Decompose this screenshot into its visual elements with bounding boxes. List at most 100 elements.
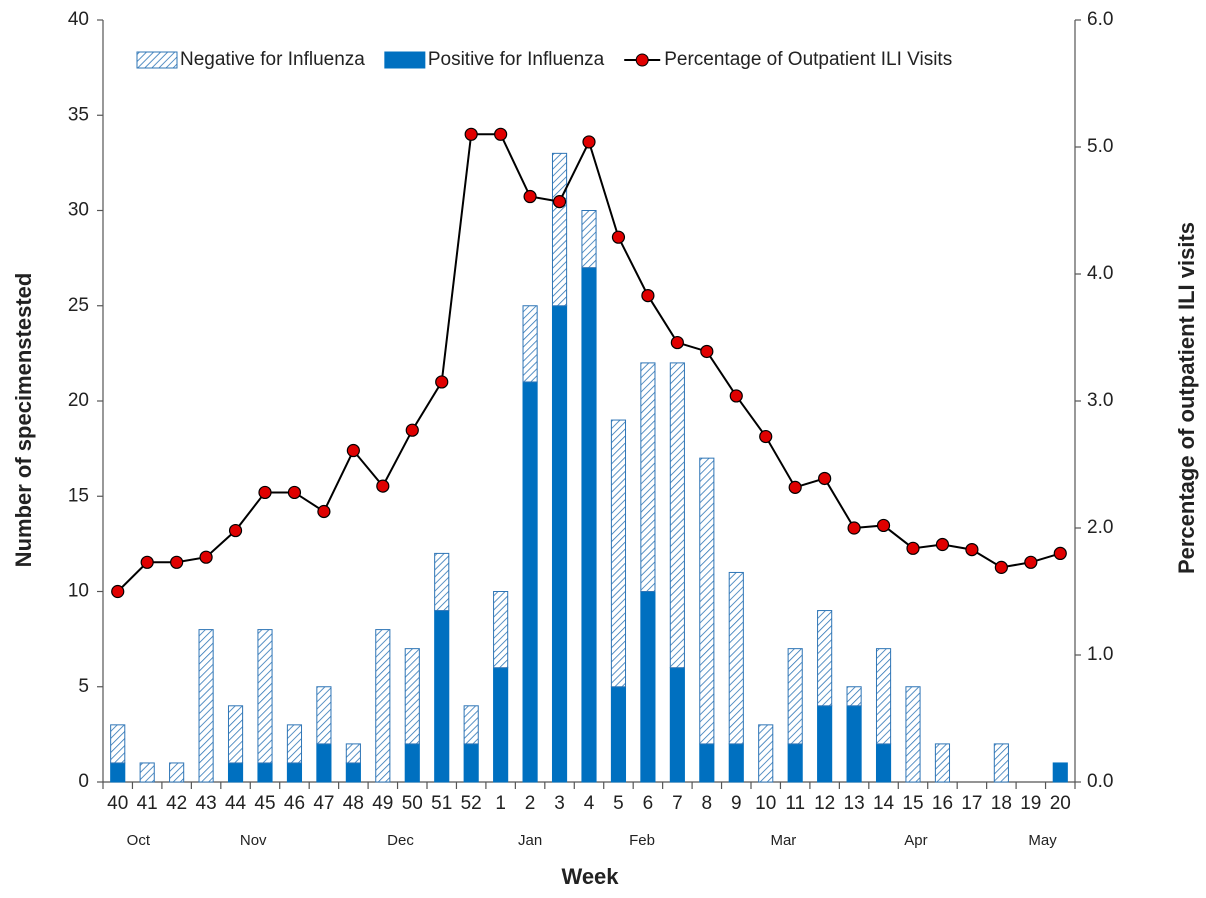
marker — [818, 471, 832, 486]
bar — [758, 724, 774, 783]
bar — [934, 743, 951, 783]
month-label: Oct — [127, 832, 151, 849]
x-tick-label: 16 — [932, 793, 953, 814]
bar — [875, 743, 892, 783]
x-tick-label: 52 — [461, 793, 482, 814]
marker — [170, 555, 184, 569]
marker — [199, 550, 213, 564]
x-tick-label: 4 — [584, 793, 595, 814]
x-tick-label: 40 — [107, 793, 128, 814]
marker — [494, 127, 508, 141]
bar — [345, 743, 361, 764]
x-tick-label: 6 — [643, 793, 654, 814]
bar — [993, 743, 1009, 783]
bar — [728, 571, 744, 745]
bar — [316, 743, 332, 783]
x-tick-label: 45 — [254, 793, 275, 814]
x-tick-label: 50 — [402, 793, 423, 814]
bar — [286, 762, 303, 783]
y-tick-label: 15 — [68, 485, 89, 506]
bar — [198, 629, 214, 783]
bar — [610, 419, 627, 688]
marker — [287, 485, 302, 500]
y-tick-label: 35 — [68, 104, 89, 125]
bar — [522, 381, 538, 783]
x-axis-title: Week — [561, 864, 619, 889]
x-tick-label: 41 — [137, 793, 158, 814]
legend-label: Negative for Influenza — [180, 49, 365, 70]
bar — [581, 210, 597, 269]
marker — [376, 479, 390, 493]
marker — [435, 375, 449, 389]
x-tick-label: 48 — [343, 793, 364, 814]
month-label: Jan — [518, 832, 542, 849]
x-tick-label: 44 — [225, 793, 247, 814]
month-label: Nov — [240, 832, 267, 849]
bar — [581, 267, 597, 783]
legend-label: Positive for Influenza — [428, 49, 605, 70]
marker — [759, 429, 773, 444]
legend-marker — [635, 53, 649, 67]
marker — [935, 537, 950, 552]
x-tick-label: 5 — [613, 793, 624, 814]
bar — [817, 610, 833, 707]
x-tick-label: 18 — [991, 793, 1012, 814]
marker — [641, 288, 655, 303]
marker — [611, 230, 626, 244]
x-tick-label: 19 — [1020, 793, 1041, 814]
bar — [139, 762, 155, 783]
legend-label: Percentage of Outpatient ILI Visits — [664, 49, 952, 70]
bar — [522, 305, 538, 383]
x-tick-label: 20 — [1050, 793, 1071, 814]
x-tick-label: 46 — [284, 793, 305, 814]
x-tick-label: 49 — [372, 793, 393, 814]
bar — [875, 648, 892, 745]
x-tick-label: 1 — [495, 793, 506, 814]
legend-swatch — [384, 51, 426, 69]
marker — [847, 521, 861, 535]
x-tick-label: 9 — [731, 793, 742, 814]
month-label: Mar — [770, 832, 796, 849]
bar — [699, 457, 715, 745]
bar — [640, 591, 656, 783]
marker — [552, 195, 567, 209]
marker — [140, 555, 154, 569]
bar — [1052, 762, 1068, 783]
marker — [464, 127, 478, 141]
bar — [669, 362, 685, 669]
y-tick-label: 0 — [78, 771, 89, 792]
marker — [1024, 555, 1038, 569]
y2-tick-label: 0.0 — [1087, 771, 1113, 792]
marker — [906, 541, 920, 555]
marker — [965, 542, 979, 557]
bar — [699, 743, 715, 783]
y2-tick-label: 2.0 — [1087, 517, 1113, 538]
bar — [434, 610, 450, 783]
bar — [640, 362, 656, 592]
y-tick-label: 5 — [78, 676, 89, 697]
y2-axis-title: Percentage of outpatient ILI visits — [1174, 222, 1199, 574]
marker — [670, 335, 684, 350]
bar — [817, 705, 833, 783]
bar — [669, 667, 685, 783]
bar — [905, 686, 921, 783]
x-tick-label: 2 — [525, 793, 536, 814]
y-tick-label: 40 — [68, 9, 89, 30]
y2-tick-label: 4.0 — [1087, 263, 1113, 284]
marker — [994, 560, 1008, 574]
x-tick-label: 11 — [785, 793, 805, 814]
marker — [405, 423, 419, 437]
marker — [228, 523, 243, 538]
y2-tick-label: 3.0 — [1087, 390, 1113, 411]
x-tick-label: 8 — [702, 793, 713, 814]
y-axis-title: Number of specimenstested — [11, 273, 36, 568]
y-tick-label: 25 — [68, 295, 89, 316]
marker — [788, 480, 802, 494]
bar — [463, 743, 479, 783]
bar — [404, 648, 420, 745]
month-label: Feb — [629, 832, 655, 849]
bar — [227, 705, 244, 764]
x-tick-label: 3 — [554, 793, 565, 814]
bar — [375, 629, 391, 783]
marker — [700, 344, 714, 359]
